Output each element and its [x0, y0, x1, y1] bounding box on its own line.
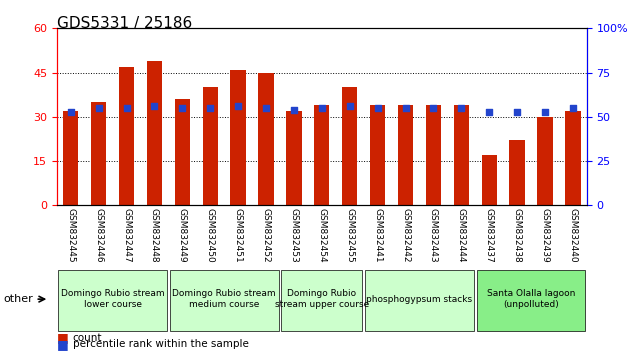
Point	[540, 109, 550, 114]
Text: percentile rank within the sample: percentile rank within the sample	[73, 339, 249, 349]
Text: GSM832440: GSM832440	[569, 208, 577, 263]
Point	[401, 105, 411, 111]
Text: GSM832451: GSM832451	[233, 208, 242, 263]
Bar	[370, 105, 386, 205]
Text: phosphogypsum stacks: phosphogypsum stacks	[367, 295, 473, 304]
Bar	[230, 70, 246, 205]
Bar	[119, 67, 134, 205]
Bar	[538, 117, 553, 205]
Text: GSM832450: GSM832450	[206, 208, 215, 263]
Text: GSM832448: GSM832448	[150, 208, 159, 263]
Text: GSM832442: GSM832442	[401, 208, 410, 263]
Bar	[509, 141, 525, 205]
Bar	[426, 105, 441, 205]
Bar	[63, 111, 78, 205]
FancyBboxPatch shape	[476, 269, 586, 331]
Text: GSM832439: GSM832439	[541, 208, 550, 263]
Text: GSM832444: GSM832444	[457, 208, 466, 263]
Text: GSM832449: GSM832449	[178, 208, 187, 263]
Bar	[565, 111, 581, 205]
Point	[372, 105, 382, 111]
Bar	[454, 105, 469, 205]
Bar	[314, 105, 329, 205]
Text: other: other	[3, 294, 33, 304]
Text: ■: ■	[57, 338, 69, 350]
Bar	[91, 102, 106, 205]
Text: GSM832443: GSM832443	[429, 208, 438, 263]
Point	[289, 107, 299, 113]
Bar	[342, 87, 357, 205]
Text: GSM832437: GSM832437	[485, 208, 493, 263]
Point	[233, 103, 243, 109]
Point	[512, 109, 522, 114]
Bar	[481, 155, 497, 205]
Point	[177, 105, 187, 111]
Point	[456, 105, 466, 111]
FancyBboxPatch shape	[170, 269, 278, 331]
Bar	[398, 105, 413, 205]
Text: GSM832454: GSM832454	[317, 208, 326, 263]
Text: GSM832447: GSM832447	[122, 208, 131, 263]
Bar	[147, 61, 162, 205]
Text: count: count	[73, 333, 102, 343]
Text: GSM832446: GSM832446	[94, 208, 103, 263]
Text: GSM832445: GSM832445	[66, 208, 75, 263]
Text: GSM832441: GSM832441	[373, 208, 382, 263]
Point	[205, 105, 215, 111]
FancyBboxPatch shape	[58, 269, 167, 331]
Text: GDS5331 / 25186: GDS5331 / 25186	[57, 16, 192, 31]
Bar	[203, 87, 218, 205]
Point	[150, 103, 160, 109]
Bar	[175, 99, 190, 205]
Text: ■: ■	[57, 331, 69, 344]
Point	[122, 105, 132, 111]
Bar	[258, 73, 274, 205]
Point	[568, 105, 578, 111]
Text: Domingo Rubio
stream upper course: Domingo Rubio stream upper course	[274, 290, 369, 309]
Point	[261, 105, 271, 111]
Text: Domingo Rubio stream
lower course: Domingo Rubio stream lower course	[61, 290, 165, 309]
Point	[345, 103, 355, 109]
Point	[66, 109, 76, 114]
FancyBboxPatch shape	[365, 269, 474, 331]
Point	[484, 109, 494, 114]
Text: GSM832455: GSM832455	[345, 208, 354, 263]
Bar	[286, 111, 302, 205]
FancyBboxPatch shape	[281, 269, 362, 331]
Text: GSM832438: GSM832438	[512, 208, 522, 263]
Point	[93, 105, 103, 111]
Point	[317, 105, 327, 111]
Text: Domingo Rubio stream
medium course: Domingo Rubio stream medium course	[172, 290, 276, 309]
Text: Santa Olalla lagoon
(unpolluted): Santa Olalla lagoon (unpolluted)	[487, 290, 575, 309]
Text: GSM832452: GSM832452	[261, 208, 271, 263]
Point	[428, 105, 439, 111]
Text: GSM832453: GSM832453	[290, 208, 298, 263]
